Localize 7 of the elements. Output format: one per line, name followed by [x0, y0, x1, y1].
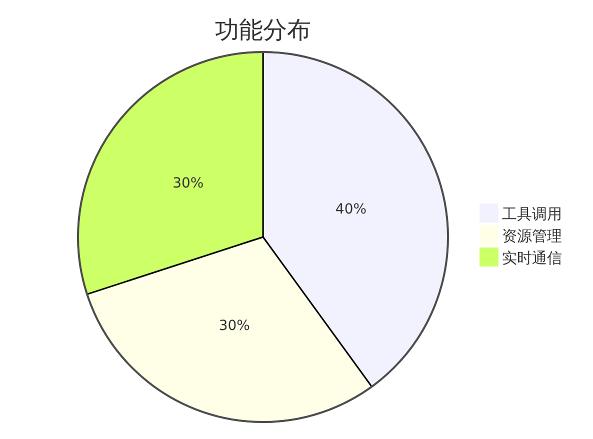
slice-label: 工具调用 — [502, 205, 562, 223]
data-label: 30% — [172, 176, 204, 192]
data-label: 40% — [335, 201, 367, 218]
legend-label: 资源管理 — [502, 227, 562, 245]
legend-label: 实时通信 — [502, 249, 562, 267]
data-label: 30% — [218, 318, 250, 334]
chart-title: 功能分布 — [215, 16, 311, 44]
